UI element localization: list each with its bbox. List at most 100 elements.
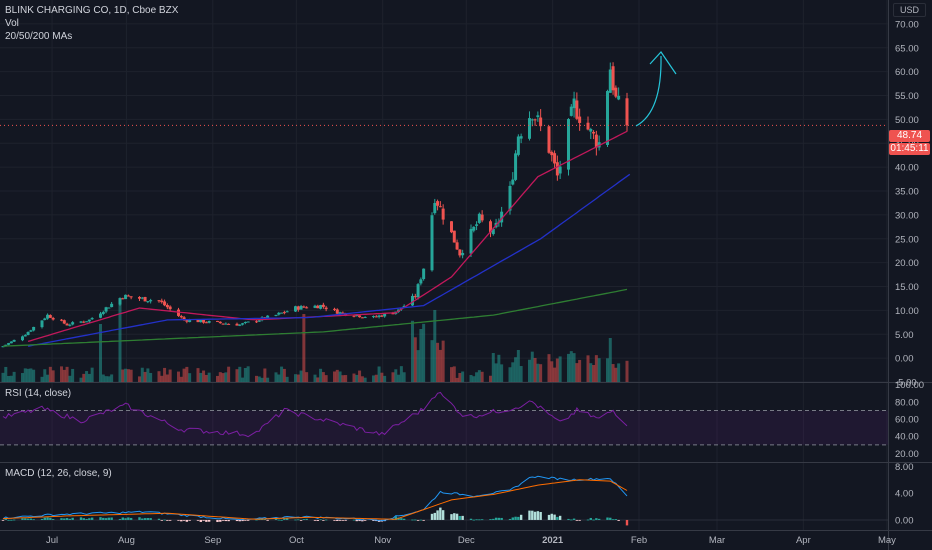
macd-histogram-bar xyxy=(238,519,241,522)
volume-bar xyxy=(413,337,417,382)
volume-bar xyxy=(23,368,27,382)
volume-bar xyxy=(296,374,300,382)
candle-body xyxy=(608,69,612,93)
candle-body xyxy=(575,100,579,119)
ma-label[interactable]: 20/50/200 MAs xyxy=(5,31,73,42)
macd-histogram-bar xyxy=(4,518,7,520)
volume-bar xyxy=(32,369,36,382)
candle-body xyxy=(355,315,359,317)
rsi-band xyxy=(0,410,888,445)
volume-bar xyxy=(569,351,573,382)
rsi-legend[interactable]: RSI (14, close) xyxy=(5,388,72,399)
macd-histogram-bar xyxy=(121,517,124,520)
candle-body xyxy=(149,300,153,302)
macd-histogram-bar xyxy=(51,519,55,520)
volume-bar xyxy=(71,368,75,382)
candle-body xyxy=(107,307,111,309)
candle-body xyxy=(7,343,11,345)
candle-body xyxy=(558,166,562,174)
macd-histogram-bar xyxy=(394,516,397,520)
macd-histogram-bar xyxy=(414,519,417,521)
candle-body xyxy=(221,323,225,325)
macd-histogram-bar xyxy=(79,517,83,520)
macd-histogram-bar xyxy=(511,517,514,520)
macd-histogram-bar xyxy=(260,519,264,520)
candle-body xyxy=(280,312,284,314)
candle-body xyxy=(413,296,417,298)
macd-histogram-bar xyxy=(157,518,161,520)
macd-histogram-bar xyxy=(558,515,562,520)
candle-body xyxy=(43,318,47,321)
volume-label[interactable]: Vol xyxy=(5,18,19,29)
macd-histogram-bar xyxy=(519,514,523,520)
macd-histogram-bar xyxy=(324,519,328,521)
price-tick-label: 30.00 xyxy=(895,210,919,221)
candle-body xyxy=(65,323,69,326)
volume-bar xyxy=(514,357,518,382)
symbol-title[interactable]: BLINK CHARGING CO, 1D, Cboe BZX xyxy=(5,5,179,16)
macd-histogram-bar xyxy=(592,519,595,521)
volume-bar xyxy=(82,373,86,382)
candle-body xyxy=(519,136,523,139)
candle-body xyxy=(411,295,414,306)
candle-body xyxy=(185,320,189,322)
candle-body xyxy=(305,307,309,309)
macd-histogram-bar xyxy=(277,519,280,521)
candle-body xyxy=(143,297,147,302)
volume-bar xyxy=(355,374,359,382)
price-tick-label: 25.00 xyxy=(895,234,919,245)
candle-body xyxy=(461,252,465,256)
volume-bar xyxy=(475,372,479,382)
candle-body xyxy=(500,211,504,223)
macd-legend[interactable]: MACD (12, 26, close, 9) xyxy=(5,468,112,479)
volume-bar xyxy=(511,362,515,382)
macd-tick-label: 4.00 xyxy=(895,489,914,500)
candle-body xyxy=(469,228,473,254)
candle-body xyxy=(165,304,169,308)
volume-bar xyxy=(494,363,498,382)
candle-body xyxy=(422,268,426,280)
candle-body xyxy=(299,306,303,310)
volume-bar xyxy=(241,377,245,382)
candle-body xyxy=(129,296,133,298)
macd-histogram-bar xyxy=(553,514,556,520)
candle-body xyxy=(555,162,559,176)
candle-body xyxy=(40,320,44,328)
candle-body xyxy=(257,320,261,322)
macd-histogram-bar xyxy=(202,519,205,521)
candle-body xyxy=(458,249,462,256)
macd-histogram-bar xyxy=(336,519,339,521)
candle-body xyxy=(516,136,520,155)
volume-bar xyxy=(611,364,615,382)
volume-bar xyxy=(60,366,63,382)
currency-label[interactable]: USD xyxy=(893,3,927,17)
candle-body xyxy=(204,322,208,324)
macd-histogram-bar xyxy=(531,510,534,520)
candle-body xyxy=(188,319,192,323)
volume-bar xyxy=(29,368,33,382)
volume-bar xyxy=(333,371,336,382)
volume-bar xyxy=(274,372,278,382)
volume-bar xyxy=(235,369,239,382)
macd-histogram-bar xyxy=(29,518,33,520)
candle-body xyxy=(594,134,598,148)
macd-histogram-bar xyxy=(110,517,113,520)
candle-body xyxy=(480,214,484,221)
volume-bar xyxy=(344,375,348,382)
candle-body xyxy=(90,318,94,320)
x-tick-label: May xyxy=(878,535,896,546)
candle-body xyxy=(146,301,150,303)
candle-body xyxy=(319,305,323,309)
x-tick-label: Feb xyxy=(631,535,647,546)
volume-bar xyxy=(207,372,211,382)
macd-histogram-bar xyxy=(65,518,69,520)
volume-bar xyxy=(586,355,590,382)
volume-bar xyxy=(227,366,231,382)
candle-body xyxy=(224,323,228,325)
volume-bar xyxy=(321,372,325,382)
candle-body xyxy=(241,323,245,325)
x-tick-label: Dec xyxy=(458,535,475,546)
rsi-tick-label: 60.00 xyxy=(895,415,919,426)
macd-histogram-bar xyxy=(494,517,498,520)
